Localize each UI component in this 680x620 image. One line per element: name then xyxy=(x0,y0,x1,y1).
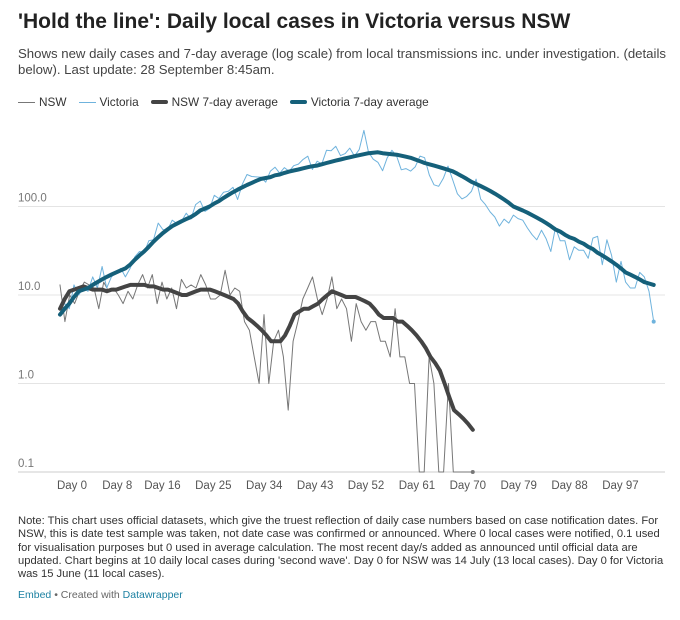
x-tick-label: Day 16 xyxy=(144,480,180,492)
series-line-victoria xyxy=(59,129,655,323)
datawrapper-link[interactable]: Datawrapper xyxy=(122,589,183,601)
legend-item-nsw-avg: NSW 7-day average xyxy=(150,95,278,109)
series-line-nsw-7-day-average xyxy=(58,282,475,432)
legend-swatch-victoria-avg xyxy=(289,100,307,104)
y-tick-label: 10.0 xyxy=(18,281,40,293)
x-tick-label: Day 43 xyxy=(297,480,333,492)
embed-link[interactable]: Embed xyxy=(18,589,52,601)
footer-separator: • Created with xyxy=(51,589,123,601)
legend-label-victoria: Victoria xyxy=(99,95,139,109)
x-tick-label: Day 61 xyxy=(399,480,435,492)
series-line-nsw xyxy=(59,269,474,473)
legend-item-victoria-avg: Victoria 7-day average xyxy=(289,95,429,109)
series-endpoint xyxy=(470,470,475,474)
line-chart: 100.010.01.00.1 Day 0 Day 8 Day 16 Day 25 Da… xyxy=(18,129,665,492)
chart-footer: Embed • Created with Datawrapper xyxy=(18,589,183,601)
x-tick-label: Day 0 xyxy=(57,480,87,492)
chart-legend: NSW Victoria NSW 7-day average Victoria … xyxy=(18,94,441,110)
y-tick-label: 1.0 xyxy=(18,370,34,382)
legend-label-victoria-avg: Victoria 7-day average xyxy=(310,95,429,109)
x-tick-label: Day 25 xyxy=(195,480,231,492)
x-tick-label: Day 79 xyxy=(500,480,536,492)
x-tick-label: Day 8 xyxy=(102,480,132,492)
series-endpoint xyxy=(651,319,656,324)
y-tick-label: 100.0 xyxy=(18,193,47,205)
x-tick-label: Day 70 xyxy=(450,480,486,492)
chart-title: 'Hold the line': Daily local cases in Vi… xyxy=(18,10,571,33)
x-tick-label: Day 34 xyxy=(246,480,283,492)
grid-lines xyxy=(18,206,665,473)
y-tick-label: 0.1 xyxy=(18,458,34,470)
legend-label-nsw-avg: NSW 7-day average xyxy=(171,95,278,109)
legend-item-nsw: NSW xyxy=(18,95,67,109)
legend-label-nsw: NSW xyxy=(39,95,67,109)
y-axis-ticks: 100.0 10.0 1.0 0.1 xyxy=(18,193,47,471)
x-tick-label: Day 52 xyxy=(348,480,384,492)
legend-swatch-nsw-avg xyxy=(150,100,168,104)
x-tick-label: Day 97 xyxy=(602,480,638,492)
legend-swatch-victoria xyxy=(78,101,96,103)
legend-item-victoria: Victoria xyxy=(78,95,139,109)
chart-note: Note: This chart uses official datasets,… xyxy=(18,515,664,581)
x-tick-label: Day 88 xyxy=(551,480,587,492)
series-lines xyxy=(58,129,656,474)
legend-swatch-nsw xyxy=(18,101,35,103)
x-axis-ticks: Day 0 Day 8 Day 16 Day 25 Day 34 Day 43 Day 52… xyxy=(57,480,639,492)
chart-subtitle: Shows new daily cases and 7-day average … xyxy=(18,46,666,77)
series-line-victoria-7-day-average xyxy=(58,150,656,317)
